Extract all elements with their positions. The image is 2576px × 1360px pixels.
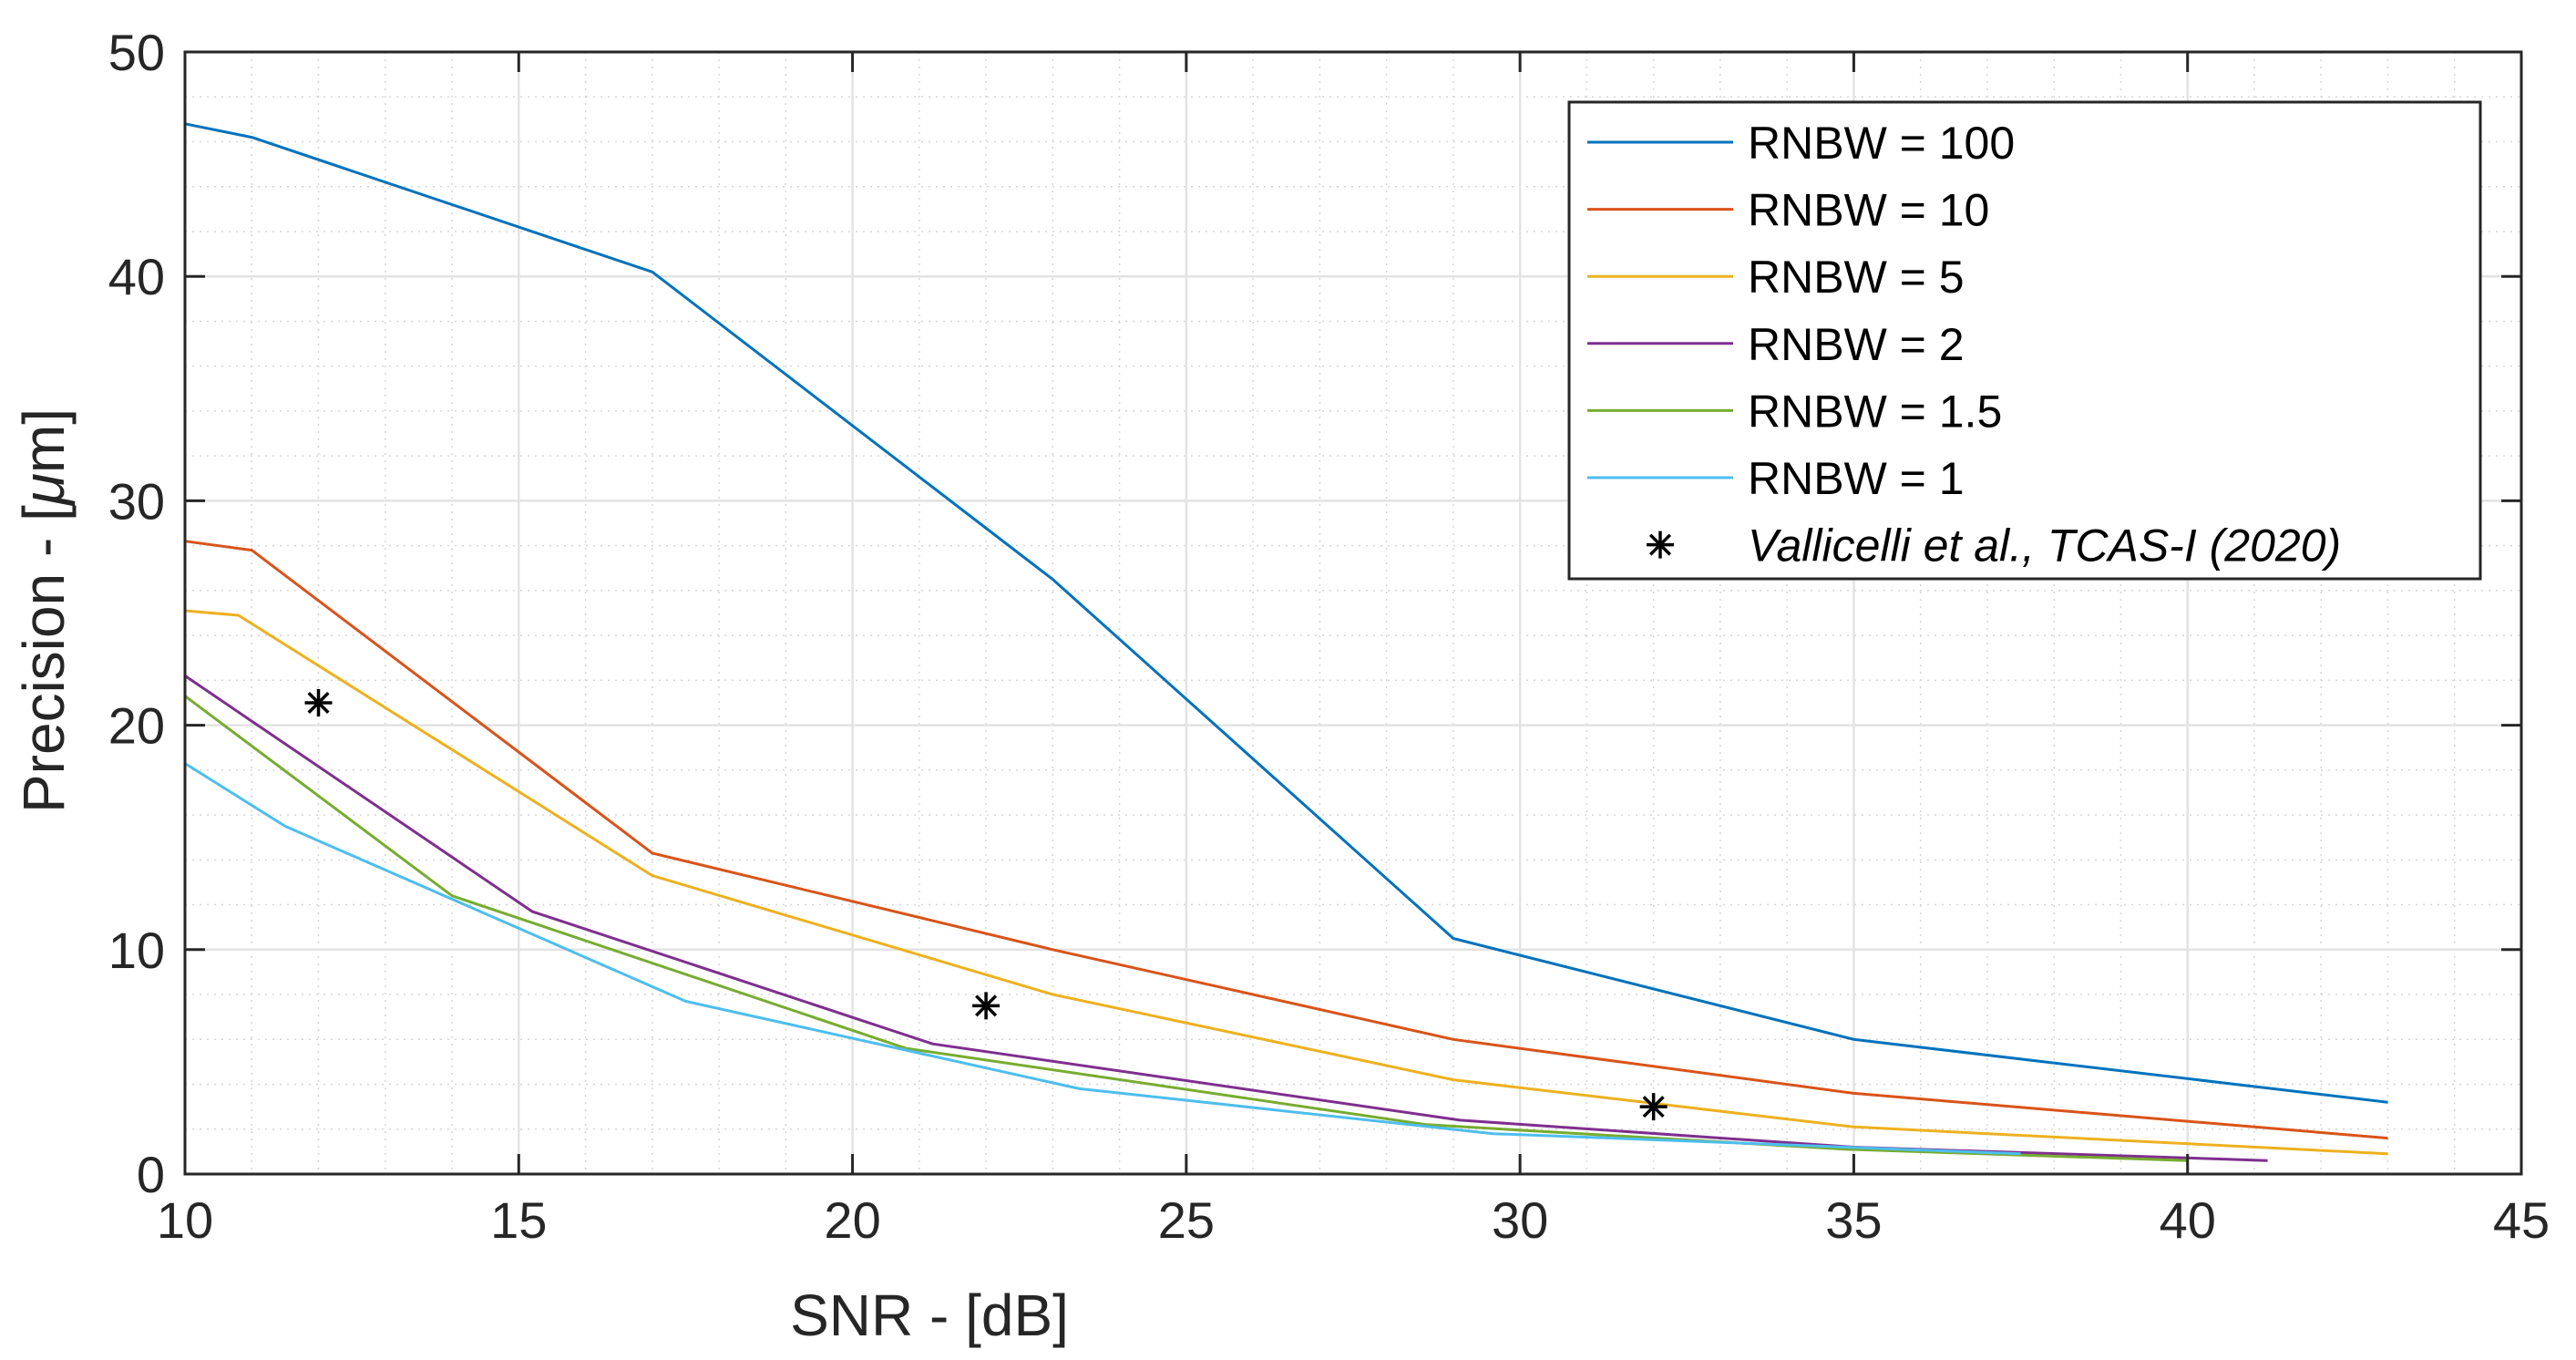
series-layer — [184, 122, 2388, 1162]
y-tick-label: 10 — [108, 922, 165, 979]
y-axis-label: Precision - [μm] — [11, 408, 77, 813]
scatter-point — [304, 688, 333, 716]
scatter-point — [1639, 1093, 1668, 1121]
series-line-6 — [184, 762, 2021, 1156]
y-tick-label: 50 — [108, 24, 165, 81]
series-line-5 — [184, 695, 2188, 1162]
x-tick-label: 10 — [157, 1191, 213, 1249]
x-axis-label: SNR - [dB] — [790, 1283, 1069, 1348]
x-tick-label: 15 — [490, 1191, 547, 1249]
y-tick-label: 0 — [137, 1146, 165, 1203]
y-axis-label-prefix: Precision - [ — [11, 505, 77, 813]
x-tick-label: 40 — [2160, 1191, 2216, 1249]
legend-label-3: RNBW = 5 — [1748, 252, 1965, 303]
x-tick-label: 30 — [1492, 1191, 1548, 1249]
x-tick-label: 25 — [1158, 1191, 1215, 1249]
legend-label-5: RNBW = 1.5 — [1748, 386, 2002, 437]
series-line-2 — [184, 540, 2388, 1140]
legend: RNBW = 100 RNBW = 10 RNBW = 5 RNBW = 2 RNBW … — [1567, 100, 2482, 581]
y-axis-label-symbol: μ — [11, 473, 77, 507]
x-tick-label: 45 — [2493, 1191, 2550, 1249]
legend-label-4: RNBW = 2 — [1748, 319, 1965, 370]
x-tick-label: 35 — [1825, 1191, 1882, 1249]
x-tick-label: 20 — [824, 1191, 880, 1249]
legend-label-2: RNBW = 10 — [1748, 185, 1989, 236]
x-tick-labels: 10 15 20 25 30 35 40 45 — [157, 1191, 2550, 1249]
legend-label-scatter: Vallicelli et al., TCAS-I (2020) — [1748, 520, 2341, 572]
y-tick-label: 30 — [108, 472, 165, 530]
series-line-1 — [184, 122, 2388, 1104]
scatter-layer — [304, 688, 1668, 1121]
series-line-3 — [184, 609, 2388, 1156]
scatter-point — [972, 992, 1001, 1020]
ticks-layer — [183, 50, 2523, 1176]
y-tick-labels: 0 10 20 30 40 50 — [108, 24, 165, 1203]
legend-marker-scatter — [1647, 531, 1674, 559]
legend-box — [1567, 100, 2482, 581]
plot-frame — [183, 50, 2523, 1176]
y-axis-label-unit: m] — [11, 408, 77, 473]
legend-label-6: RNBW = 1 — [1748, 453, 1965, 504]
legend-label-1: RNBW = 100 — [1748, 118, 2015, 169]
y-tick-label: 40 — [108, 248, 165, 305]
y-tick-label: 20 — [108, 697, 165, 755]
